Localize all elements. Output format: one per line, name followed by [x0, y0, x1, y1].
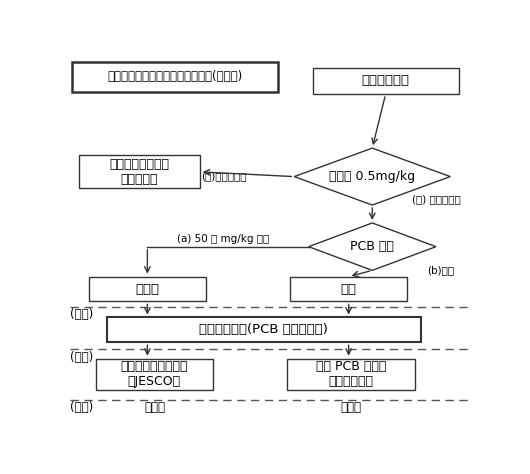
Text: 日本環境安全事業株
（JESCO）: 日本環境安全事業株 （JESCO） — [121, 360, 188, 388]
FancyBboxPatch shape — [313, 68, 458, 94]
FancyBboxPatch shape — [78, 155, 200, 188]
Text: (b)微量: (b)微量 — [427, 265, 454, 275]
Text: PCB 含有: PCB 含有 — [350, 240, 394, 253]
FancyBboxPatch shape — [107, 318, 421, 342]
FancyBboxPatch shape — [89, 277, 206, 301]
Polygon shape — [308, 223, 436, 270]
Text: (Ａ)基準値以下: (Ａ)基準値以下 — [201, 172, 246, 182]
Text: 環境省: 環境省 — [144, 401, 165, 414]
Text: (処理): (処理) — [70, 352, 94, 365]
Text: (a) 50 万 mg/kg 以上: (a) 50 万 mg/kg 以上 — [177, 234, 269, 245]
FancyBboxPatch shape — [287, 359, 414, 390]
Text: (管轄): (管轄) — [70, 401, 94, 414]
Text: 廣電気機器等保有事業者の対応図(流れ図): 廣電気機器等保有事業者の対応図(流れ図) — [108, 71, 243, 83]
Text: 分析（調査）: 分析（調査） — [361, 74, 410, 88]
Polygon shape — [294, 148, 450, 205]
Text: 一般の産業廃棄物
として処理: 一般の産業廃棄物 として処理 — [109, 158, 169, 186]
FancyBboxPatch shape — [96, 359, 213, 390]
Text: 基準値 0.5mg/kg: 基準値 0.5mg/kg — [329, 170, 416, 183]
Text: 高濃度: 高濃度 — [135, 283, 160, 295]
Text: 環境省: 環境省 — [340, 401, 361, 414]
FancyBboxPatch shape — [73, 63, 278, 91]
Text: 微量: 微量 — [341, 283, 357, 295]
Text: (Ｂ) 基準値超過: (Ｂ) 基準値超過 — [412, 194, 461, 204]
Text: 微量 PCB 無害化
処理認定施設: 微量 PCB 無害化 処理認定施設 — [316, 360, 386, 388]
Text: 都道府県知事(PCB 特別措置法): 都道府県知事(PCB 特別措置法) — [199, 323, 328, 337]
Text: (届出): (届出) — [70, 308, 94, 321]
FancyBboxPatch shape — [290, 277, 407, 301]
